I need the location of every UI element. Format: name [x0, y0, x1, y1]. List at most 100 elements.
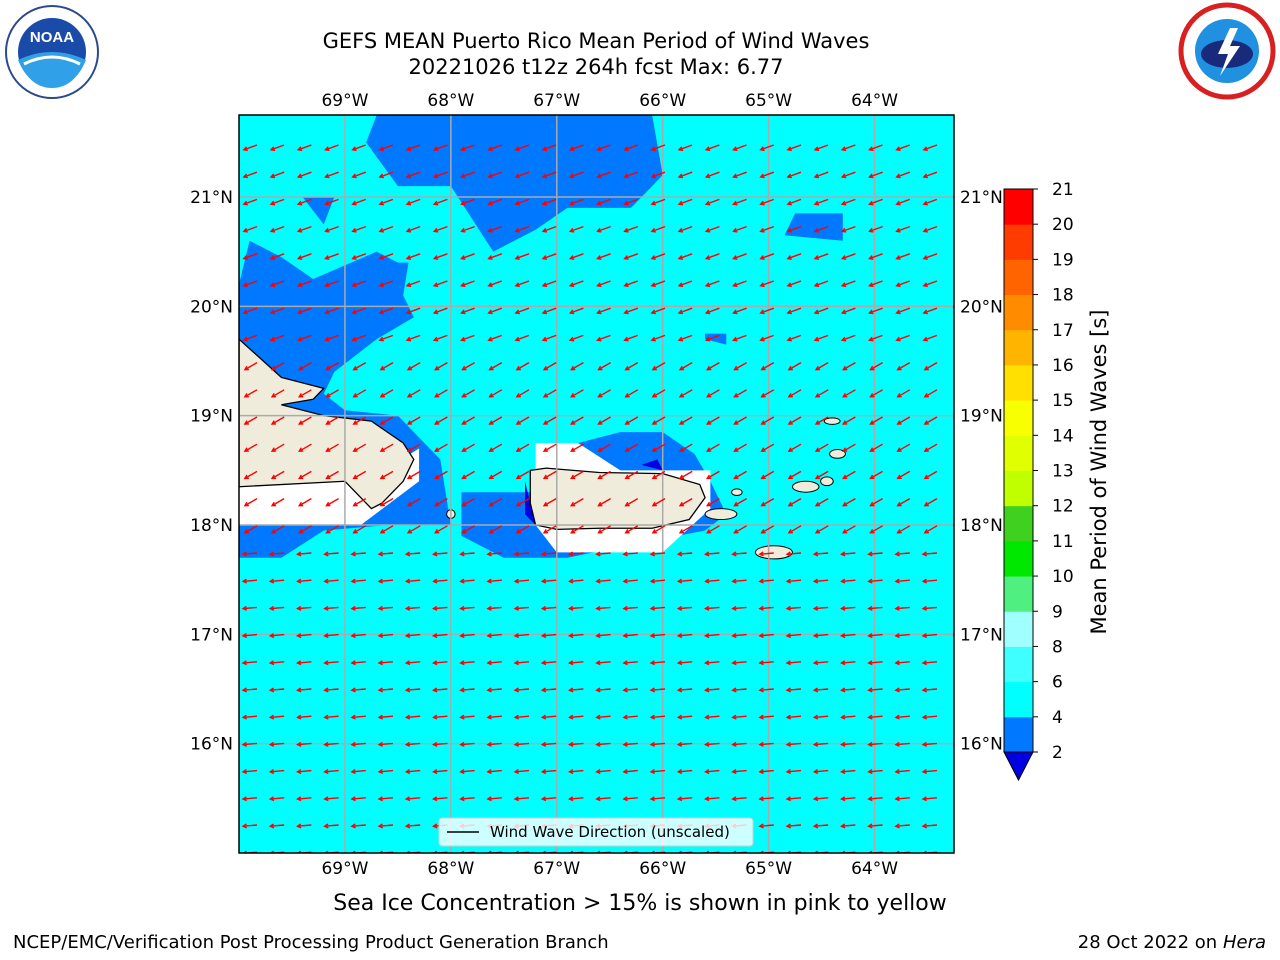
wave-direction-vector [870, 525, 883, 534]
wave-direction-vector [623, 633, 638, 637]
wave-direction-vector [842, 225, 856, 233]
wave-direction-arrowhead [595, 660, 601, 666]
wave-direction-vector [787, 253, 802, 260]
wave-direction-arrowhead [814, 393, 821, 398]
wave-direction-arrowhead [786, 146, 792, 152]
wave-direction-vector [406, 606, 421, 610]
wave-direction-vector [842, 253, 856, 260]
wave-direction-arrowhead [296, 200, 303, 206]
colorbar-bin [1004, 294, 1033, 331]
wave-direction-vector [788, 416, 802, 425]
wave-direction-arrowhead [787, 474, 793, 480]
wave-direction-vector [570, 144, 584, 151]
wave-direction-arrowhead [514, 309, 520, 315]
wave-direction-vector [650, 742, 666, 746]
wave-direction-arrowhead [377, 769, 383, 775]
wave-direction-arrowhead [677, 146, 684, 152]
wave-direction-vector [378, 579, 394, 583]
wave-direction-vector [706, 198, 720, 205]
wave-direction-vector [514, 715, 530, 719]
wave-direction-arrowhead [869, 365, 875, 371]
wave-direction-arrowhead [703, 741, 710, 747]
wave-direction-arrowhead [431, 714, 438, 720]
wave-direction-arrowhead [404, 714, 411, 720]
wave-direction-vector [297, 688, 312, 691]
wave-direction-arrowhead [540, 796, 547, 802]
wave-direction-arrowhead [323, 823, 329, 829]
wave-direction-arrowhead [486, 660, 492, 666]
wave-direction-vector [598, 470, 611, 480]
wave-direction-vector [543, 361, 557, 371]
wave-direction-vector [924, 389, 938, 398]
wave-direction-vector [326, 525, 339, 534]
wave-direction-arrowhead [295, 714, 302, 720]
wave-direction-vector [407, 389, 421, 398]
wave-direction-vector [489, 361, 503, 371]
wave-direction-vector [406, 769, 421, 773]
wave-direction-vector [788, 361, 802, 371]
wave-direction-arrowhead [431, 687, 438, 693]
wave-direction-arrowhead [758, 605, 764, 611]
wave-direction-arrowhead [731, 796, 737, 802]
wave-direction-vector [623, 606, 638, 610]
wave-direction-arrowhead [324, 255, 330, 260]
wave-direction-arrowhead [813, 336, 820, 342]
colorbar-tick-label: 21 [1052, 180, 1074, 200]
wave-direction-vector [733, 225, 747, 233]
wave-direction-vector [922, 742, 938, 746]
colorbar-tick-label: 4 [1052, 708, 1063, 728]
wave-direction-arrowhead [269, 255, 276, 260]
wave-direction-arrowhead [759, 282, 765, 288]
wave-direction-vector [487, 688, 502, 691]
colorbar-bin [1004, 646, 1033, 683]
wave-direction-vector [705, 606, 720, 610]
wave-direction-vector [515, 334, 530, 341]
wave-direction-vector [787, 334, 802, 341]
wave-direction-vector [895, 552, 910, 555]
wave-direction-vector [734, 443, 747, 452]
wave-direction-vector [570, 171, 584, 178]
wave-direction-arrowhead [868, 173, 874, 179]
wave-direction-vector [732, 606, 747, 610]
wave-direction-arrowhead [459, 796, 465, 802]
wave-direction-vector [298, 171, 312, 178]
wave-direction-arrowhead [461, 365, 467, 371]
wave-direction-vector [788, 470, 802, 480]
wave-direction-vector [489, 443, 503, 452]
wave-direction-vector [433, 579, 448, 583]
wave-direction-vector [489, 416, 503, 425]
wave-direction-arrowhead [840, 309, 847, 315]
wave-direction-vector [869, 225, 883, 233]
wave-direction-vector [705, 661, 720, 664]
wave-direction-vector [378, 797, 394, 800]
wave-direction-arrowhead [241, 796, 247, 802]
wave-direction-vector [434, 253, 448, 260]
wave-direction-arrowhead [404, 823, 411, 829]
wave-direction-vector [814, 715, 829, 719]
wave-direction-arrowhead [324, 336, 330, 342]
wave-direction-vector [841, 742, 856, 746]
wave-direction-arrowhead [570, 447, 576, 452]
wave-direction-arrowhead [542, 447, 549, 452]
wave-direction-vector [706, 416, 720, 425]
wave-direction-arrowhead [405, 146, 412, 152]
colorbar-bin [1004, 681, 1033, 718]
wave-direction-arrowhead [298, 501, 304, 507]
wave-direction-arrowhead [842, 420, 848, 425]
wave-direction-arrowhead [270, 501, 277, 507]
wave-direction-vector [324, 742, 339, 746]
colorbar-tick-label: 2 [1052, 743, 1063, 763]
wave-direction-vector [514, 769, 530, 773]
wave-direction-vector [869, 334, 883, 341]
wave-direction-vector [869, 144, 883, 151]
wave-direction-vector [924, 416, 938, 425]
wave-direction-arrowhead [351, 850, 356, 853]
wave-direction-arrowhead [840, 282, 847, 288]
wave-direction-vector [598, 497, 611, 507]
wave-direction-arrowhead [434, 393, 440, 398]
wave-direction-arrowhead [676, 551, 683, 557]
wave-direction-arrowhead [731, 551, 737, 557]
wave-direction-vector [570, 416, 584, 425]
wave-direction-arrowhead [378, 255, 384, 260]
wave-direction-vector [543, 443, 557, 452]
